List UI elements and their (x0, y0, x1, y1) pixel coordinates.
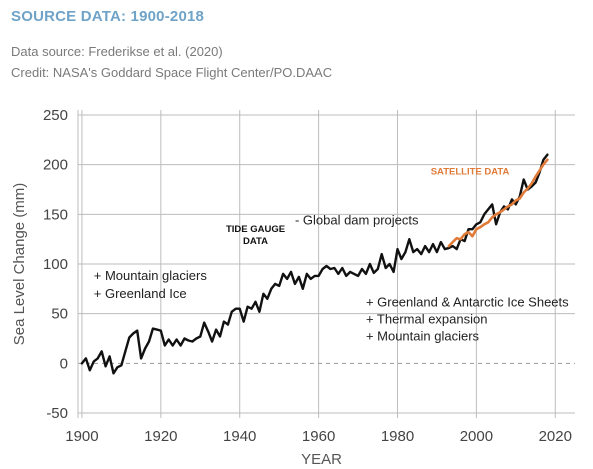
page-title: SOURCE DATA: 1900-2018 (11, 8, 205, 25)
x-tick-label-1980: 1980 (381, 428, 414, 445)
y-tick-label-0: 0 (60, 355, 68, 372)
data-source-note: Data source: Frederikse et al. (2020) (11, 44, 223, 59)
annotation-6: + Mountain glaciers (366, 329, 480, 344)
y-tick-label-100: 100 (43, 256, 68, 273)
series-line-satellite (447, 158, 549, 248)
tide-gauge-label-line2: DATA (243, 236, 268, 247)
x-tick-label-1920: 1920 (144, 428, 177, 445)
x-tick-label-2000: 2000 (460, 428, 493, 445)
y-tick-label-200: 200 (43, 157, 68, 174)
y-tick-label-50: 50 (51, 306, 68, 323)
annotation-2: + Mountain glaciers (94, 268, 208, 283)
y-axis-title: Sea Level Change (mm) (11, 183, 28, 346)
y-tick-label--50: -50 (46, 405, 68, 422)
y-tick-label-150: 150 (43, 206, 68, 223)
annotation-1: - Global dam projects (295, 212, 419, 227)
x-tick-label-1900: 1900 (65, 428, 98, 445)
tide-gauge-label: TIDE GAUGE (226, 224, 285, 235)
annotation-5: + Thermal expansion (366, 312, 488, 327)
x-axis-title: YEAR (301, 451, 342, 468)
y-tick-label-250: 250 (43, 107, 68, 124)
annotation-3: + Greenland Ice (94, 286, 187, 301)
series-line-tide-gauge (80, 153, 549, 375)
annotation-4: + Greenland & Antarctic Ice Sheets (366, 295, 569, 310)
credit-note: Credit: NASA's Goddard Space Flight Cent… (11, 65, 333, 80)
x-tick-label-1940: 1940 (223, 428, 256, 445)
x-tick-label-1960: 1960 (302, 428, 335, 445)
satellite-data-label: SATELLITE DATA (431, 167, 510, 178)
x-tick-label-2020: 2020 (539, 428, 572, 445)
